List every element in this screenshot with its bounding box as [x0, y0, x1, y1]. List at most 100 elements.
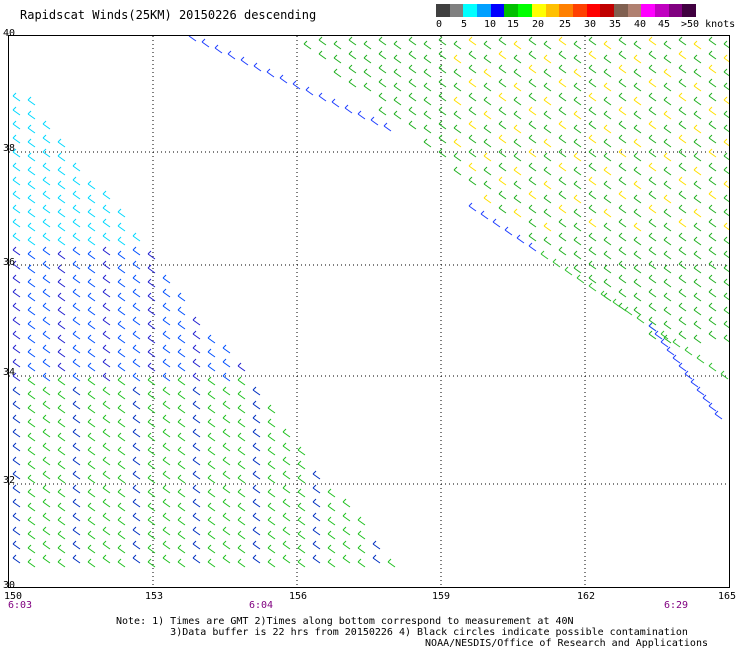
wind-barb	[663, 264, 672, 274]
wind-barb	[543, 40, 552, 50]
wind-barb	[660, 330, 669, 340]
wind-barb	[267, 516, 276, 526]
wind-barb	[654, 330, 663, 340]
wind-barb	[633, 236, 642, 246]
wind-barb	[12, 372, 21, 382]
wind-barb	[27, 250, 36, 260]
wind-barb	[102, 484, 111, 494]
wind-barb	[513, 138, 522, 148]
wind-barb	[708, 64, 717, 74]
wind-barb	[147, 362, 156, 372]
wind-barb	[600, 290, 609, 300]
wind-barb	[57, 180, 66, 190]
wind-barb	[87, 516, 96, 526]
wind-barb	[267, 432, 276, 442]
wind-barb	[42, 442, 51, 452]
wind-barb	[558, 162, 567, 172]
wind-barb	[303, 40, 312, 50]
legend-swatch	[531, 4, 546, 17]
wind-barb	[87, 264, 96, 274]
wind-barb	[102, 428, 111, 438]
wind-barb	[87, 432, 96, 442]
wind-barb	[393, 68, 402, 78]
wind-barb	[708, 302, 717, 312]
wind-barb	[42, 498, 51, 508]
wind-barb	[603, 264, 612, 274]
wind-barb	[453, 82, 462, 92]
wind-barb	[177, 334, 186, 344]
wind-barb	[342, 554, 351, 564]
wind-barb	[147, 474, 156, 484]
wind-barb	[266, 68, 275, 78]
wind-barb	[177, 292, 186, 302]
legend-label: 25	[559, 19, 572, 30]
wind-barb	[678, 176, 687, 186]
wind-barb	[453, 40, 462, 50]
wind-barb	[693, 166, 702, 176]
time-label: 6:04	[249, 600, 274, 611]
wind-barb	[12, 274, 21, 284]
wind-barb	[222, 498, 231, 508]
wind-barb	[603, 96, 612, 106]
lat-label: 36	[3, 257, 16, 268]
wind-barb	[282, 526, 291, 536]
wind-barb	[708, 50, 717, 60]
wind-barb	[192, 358, 201, 368]
wind-barb	[723, 68, 729, 77]
wind-barb	[57, 138, 66, 148]
wind-barb	[72, 344, 81, 354]
wind-barb	[513, 68, 522, 78]
wind-barb	[222, 526, 231, 536]
wind-barb	[27, 530, 36, 540]
wind-barb	[516, 234, 525, 244]
wind-barb	[87, 348, 96, 358]
wind-barb	[297, 446, 306, 456]
wind-barb	[57, 334, 66, 344]
wind-barb	[708, 246, 717, 256]
wind-barb	[438, 106, 447, 116]
wind-barb	[714, 410, 723, 420]
wind-barb	[528, 176, 537, 186]
wind-barb	[27, 180, 36, 190]
wind-barb	[57, 362, 66, 372]
wind-barb	[348, 64, 357, 74]
wind-barb	[102, 512, 111, 522]
wind-barb	[603, 236, 612, 246]
wind-barb	[678, 36, 687, 46]
wind-barb	[453, 138, 462, 148]
wind-barb	[147, 320, 156, 330]
wind-barb	[132, 554, 141, 564]
wind-barb	[87, 544, 96, 554]
wind-barb	[708, 190, 717, 200]
wind-barb	[438, 120, 447, 130]
wind-barb	[624, 306, 633, 316]
wind-barb	[12, 400, 21, 410]
wind-barb	[72, 302, 81, 312]
wind-barb	[633, 138, 642, 148]
wind-barb	[618, 232, 627, 242]
wind-barb	[678, 302, 687, 312]
wind-barb	[177, 488, 186, 498]
wind-barb	[453, 110, 462, 120]
wind-barb	[42, 372, 51, 382]
wind-barb	[192, 400, 201, 410]
wind-barb	[222, 512, 231, 522]
wind-barb	[723, 40, 729, 49]
wind-barb	[648, 246, 657, 256]
wind-barb	[684, 346, 693, 356]
wind-barb	[693, 152, 702, 162]
wind-barb	[222, 442, 231, 452]
wind-barb	[663, 124, 672, 134]
wind-barb	[693, 292, 702, 302]
wind-barb	[177, 460, 186, 470]
wind-barb	[513, 152, 522, 162]
wind-barb	[252, 498, 261, 508]
wind-barb	[333, 40, 342, 50]
wind-barb	[117, 222, 126, 232]
wind-barb	[237, 558, 246, 568]
wind-barb	[723, 124, 729, 133]
legend-swatch	[559, 4, 573, 17]
wind-barb	[693, 250, 702, 260]
wind-barb	[222, 484, 231, 494]
wind-barb	[162, 484, 171, 494]
